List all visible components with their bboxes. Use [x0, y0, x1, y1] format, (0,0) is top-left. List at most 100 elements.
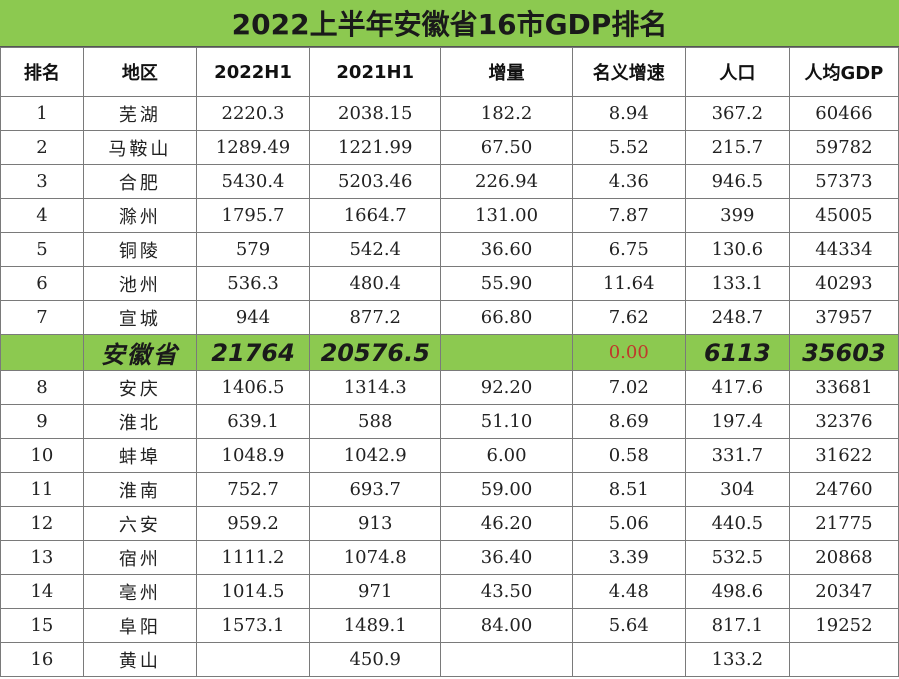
- region-cell: 宿州: [82, 540, 197, 575]
- increase-cell: [440, 642, 573, 677]
- gdp-2021h1-cell: 1664.7: [309, 198, 442, 233]
- growth-rate-cell: 5.52: [571, 130, 686, 165]
- gdp-2022h1-cell: 1795.7: [195, 198, 311, 233]
- increase-cell: 182.2: [440, 96, 573, 131]
- growth-rate-cell: [571, 642, 686, 677]
- increase-cell: 59.00: [440, 472, 573, 507]
- increase-cell: 6.00: [440, 438, 573, 473]
- population-cell: 248.7: [684, 300, 790, 335]
- per-capita-gdp-cell: 21775: [788, 506, 899, 541]
- rank-cell: 15: [0, 608, 84, 643]
- gdp-2022h1-cell: 1406.5: [195, 370, 311, 405]
- gdp-2022h1-cell: 21764: [195, 334, 311, 371]
- per-capita-gdp-cell: 20868: [788, 540, 899, 575]
- header-2021h1: 2021H1: [309, 47, 442, 97]
- population-cell: 6113: [684, 334, 790, 371]
- table-row: 12 六安 959.2 913 46.20 5.06 440.5 21775: [0, 506, 899, 541]
- gdp-2022h1-cell: 1014.5: [195, 574, 311, 609]
- population-cell: 133.1: [684, 266, 790, 301]
- region-cell: 马鞍山: [82, 130, 197, 165]
- region-cell: 亳州: [82, 574, 197, 609]
- table-row: 2 马鞍山 1289.49 1221.99 67.50 5.52 215.7 59782: [0, 130, 899, 165]
- gdp-2022h1-cell: 1111.2: [195, 540, 311, 575]
- gdp-2021h1-cell: 480.4: [309, 266, 442, 301]
- increase-cell: 67.50: [440, 130, 573, 165]
- rank-cell: 12: [0, 506, 84, 541]
- population-cell: 399: [684, 198, 790, 233]
- rank-cell: 2: [0, 130, 84, 165]
- gdp-2022h1-cell: [195, 642, 311, 677]
- per-capita-gdp-cell: 20347: [788, 574, 899, 609]
- growth-rate-cell: 7.62: [571, 300, 686, 335]
- population-cell: 946.5: [684, 164, 790, 199]
- per-capita-gdp-cell: 57373: [788, 164, 899, 199]
- table-row: 8 安庆 1406.5 1314.3 92.20 7.02 417.6 33681: [0, 370, 899, 405]
- gdp-2021h1-cell: 1314.3: [309, 370, 442, 405]
- population-cell: 532.5: [684, 540, 790, 575]
- gdp-2022h1-cell: 5430.4: [195, 164, 311, 199]
- growth-rate-cell: 8.69: [571, 404, 686, 439]
- rank-cell: 4: [0, 198, 84, 233]
- gdp-2021h1-cell: 5203.46: [309, 164, 442, 199]
- population-cell: 133.2: [684, 642, 790, 677]
- table-row: 1 芜湖 2220.3 2038.15 182.2 8.94 367.2 60466: [0, 96, 899, 131]
- header-rank: 排名: [0, 47, 84, 97]
- region-cell: 芜湖: [82, 96, 197, 131]
- increase-cell: 51.10: [440, 404, 573, 439]
- growth-rate-cell: 11.64: [571, 266, 686, 301]
- table-title: 2022上半年安徽省16市GDP排名: [0, 0, 899, 47]
- region-cell: 安庆: [82, 370, 197, 405]
- growth-rate-cell: 6.75: [571, 232, 686, 267]
- gdp-2021h1-cell: 913: [309, 506, 442, 541]
- growth-rate-cell: 5.64: [571, 608, 686, 643]
- region-cell: 蚌埠: [82, 438, 197, 473]
- population-cell: 817.1: [684, 608, 790, 643]
- population-cell: 304: [684, 472, 790, 507]
- per-capita-gdp-cell: 60466: [788, 96, 899, 131]
- per-capita-gdp-cell: 59782: [788, 130, 899, 165]
- increase-cell: 84.00: [440, 608, 573, 643]
- per-capita-gdp-cell: 33681: [788, 370, 899, 405]
- gdp-2021h1-cell: 877.2: [309, 300, 442, 335]
- increase-cell: 131.00: [440, 198, 573, 233]
- rank-cell: 10: [0, 438, 84, 473]
- growth-rate-cell: 8.51: [571, 472, 686, 507]
- growth-rate-cell: 0.58: [571, 438, 686, 473]
- increase-cell: 36.40: [440, 540, 573, 575]
- gdp-2021h1-cell: 1074.8: [309, 540, 442, 575]
- per-capita-gdp-cell: 37957: [788, 300, 899, 335]
- rank-cell: 16: [0, 642, 84, 677]
- population-cell: 331.7: [684, 438, 790, 473]
- population-cell: 367.2: [684, 96, 790, 131]
- header-region: 地区: [82, 47, 197, 97]
- growth-rate-cell: 7.87: [571, 198, 686, 233]
- increase-cell: 66.80: [440, 300, 573, 335]
- gdp-2021h1-cell: 1489.1: [309, 608, 442, 643]
- population-cell: 130.6: [684, 232, 790, 267]
- gdp-2022h1-cell: 944: [195, 300, 311, 335]
- growth-rate-cell: 3.39: [571, 540, 686, 575]
- region-cell: 淮南: [82, 472, 197, 507]
- gdp-2022h1-cell: 1289.49: [195, 130, 311, 165]
- increase-cell: 92.20: [440, 370, 573, 405]
- table-row: 7 宣城 944 877.2 66.80 7.62 248.7 37957: [0, 300, 899, 335]
- growth-rate-cell: 5.06: [571, 506, 686, 541]
- table-row: 14 亳州 1014.5 971 43.50 4.48 498.6 20347: [0, 574, 899, 609]
- table-row: 10 蚌埠 1048.9 1042.9 6.00 0.58 331.7 31622: [0, 438, 899, 473]
- gdp-2021h1-cell: 450.9: [309, 642, 442, 677]
- province-total-row: 安徽省 21764 20576.5 0.00 6113 35603: [0, 334, 899, 371]
- increase-cell: 36.60: [440, 232, 573, 267]
- header-per-capita-gdp: 人均GDP: [788, 47, 899, 97]
- gdp-2021h1-cell: 542.4: [309, 232, 442, 267]
- increase-cell: 46.20: [440, 506, 573, 541]
- rank-cell: 11: [0, 472, 84, 507]
- region-cell: 安徽省: [82, 334, 197, 371]
- table-body: 1 芜湖 2220.3 2038.15 182.2 8.94 367.2 60466 2 马鞍山 1…: [0, 96, 899, 677]
- growth-rate-cell: 7.02: [571, 370, 686, 405]
- per-capita-gdp-cell: 45005: [788, 198, 899, 233]
- header-2022h1: 2022H1: [195, 47, 311, 97]
- gdp-2022h1-cell: 959.2: [195, 506, 311, 541]
- growth-rate-cell: 0.00: [571, 334, 686, 371]
- increase-cell: 43.50: [440, 574, 573, 609]
- gdp-ranking-table: 排名 地区 2022H1 2021H1 增量 名义增速 人口 人均GDP 1 芜湖…: [0, 47, 899, 677]
